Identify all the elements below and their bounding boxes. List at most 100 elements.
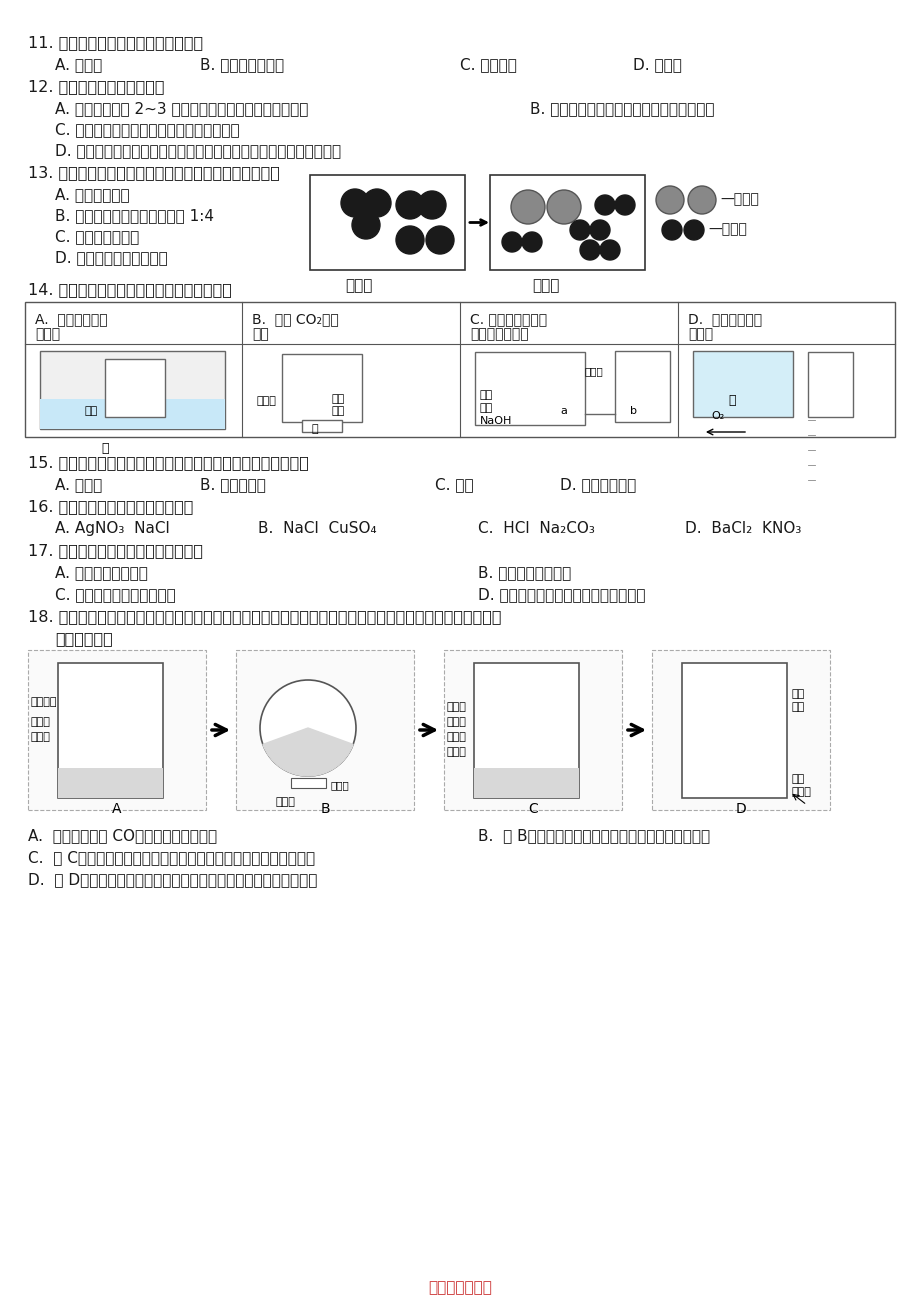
Text: 于水: 于水 — [252, 327, 268, 341]
Circle shape — [595, 195, 614, 215]
Text: B.  NaCl  CuSO₄: B. NaCl CuSO₄ — [257, 521, 376, 536]
Text: O₂: O₂ — [710, 411, 723, 421]
Circle shape — [687, 186, 715, 214]
Text: 澄清的: 澄清的 — [31, 717, 51, 727]
Circle shape — [363, 189, 391, 217]
Text: D.  测量收集的氧: D. 测量收集的氧 — [687, 312, 761, 326]
Circle shape — [395, 191, 424, 219]
Text: B.  验证 CO₂能溶: B. 验证 CO₂能溶 — [252, 312, 338, 326]
Text: a: a — [560, 406, 566, 417]
Text: A. AgNO₃  NaCl: A. AgNO₃ NaCl — [55, 521, 170, 536]
Text: 石灰水: 石灰水 — [31, 732, 51, 742]
Text: 请预览后下载！: 请预览后下载！ — [427, 1280, 492, 1295]
Text: 剩余: 剩余 — [791, 702, 804, 712]
Circle shape — [662, 220, 681, 240]
Circle shape — [417, 191, 446, 219]
Text: 12. 实验现象的描述正确的是: 12. 实验现象的描述正确的是 — [28, 79, 165, 94]
Text: B. 红热的铁丝在空气中剧烈燃烧，火星四射: B. 红热的铁丝在空气中剧烈燃烧，火星四射 — [529, 102, 714, 116]
Text: D.  BaCl₂  KNO₃: D. BaCl₂ KNO₃ — [685, 521, 800, 536]
Text: D. 与碳酸钠反应作泡抹灭火器的反应物: D. 与碳酸钠反应作泡抹灭火器的反应物 — [478, 587, 645, 602]
Text: 17. 盐酸的用途不能用稀硫酸代替的是: 17. 盐酸的用途不能用稀硫酸代替的是 — [28, 543, 203, 559]
Bar — [58, 663, 163, 798]
Text: 灼热的: 灼热的 — [447, 717, 466, 727]
Circle shape — [589, 220, 609, 240]
Text: B. 化学反应的快慢: B. 化学反应的快慢 — [199, 57, 284, 72]
Text: A. 与锌粒反应制氢气: A. 与锌粒反应制氢气 — [55, 565, 148, 579]
Text: C. 验证氢氧化钠固: C. 验证氢氧化钠固 — [470, 312, 547, 326]
Circle shape — [502, 232, 521, 253]
Bar — [490, 174, 644, 270]
Bar — [236, 650, 414, 810]
Bar — [28, 650, 206, 810]
Text: 一氧化碳: 一氧化碳 — [31, 697, 58, 707]
Text: C. 打开浓盐酸瓶盖，瓶口出现大量白色烟雾: C. 打开浓盐酸瓶盖，瓶口出现大量白色烟雾 — [55, 122, 239, 137]
Text: 气体: 气体 — [791, 689, 804, 699]
Text: A. 生成物: A. 生成物 — [55, 57, 102, 72]
Bar — [282, 354, 361, 422]
Text: 与水: 与水 — [480, 391, 493, 400]
Text: 水: 水 — [312, 424, 318, 434]
Bar — [25, 302, 894, 437]
Text: C.  图 C实验一段时间后振荡，只能观察到澄清石灰水变浑浊的现象: C. 图 C实验一段时间后振荡，只能观察到澄清石灰水变浑浊的现象 — [28, 850, 315, 865]
Text: B. 生成的甲、乙分子个数比是 1:4: B. 生成的甲、乙分子个数比是 1:4 — [55, 208, 214, 223]
Bar — [473, 663, 578, 798]
Circle shape — [260, 680, 356, 776]
Text: NaOH: NaOH — [480, 417, 512, 426]
Text: C. 与石灰石反应制二氧化碳: C. 与石灰石反应制二氧化碳 — [55, 587, 176, 602]
Bar — [444, 650, 621, 810]
Text: A: A — [112, 802, 121, 816]
Wedge shape — [263, 728, 353, 776]
Circle shape — [510, 190, 544, 224]
Text: 18. 集气瓶中盛有少量澄清石灰水和一氧化碳，当插入灼热的薄铜片，一会后再用燃着的木条检验剩余气体，: 18. 集气瓶中盛有少量澄清石灰水和一氧化碳，当插入灼热的薄铜片，一会后再用燃着… — [28, 609, 501, 624]
Bar — [473, 768, 578, 798]
Circle shape — [579, 240, 599, 260]
Bar — [40, 352, 225, 428]
Text: C.  HCl  Na₂CO₃: C. HCl Na₂CO₃ — [478, 521, 595, 536]
Bar — [58, 768, 163, 798]
Text: 体溶于水时放热: 体溶于水时放热 — [470, 327, 528, 341]
Text: B. 消除金属表面的锈: B. 消除金属表面的锈 — [478, 565, 571, 579]
Text: 11. 根据化学方程式不能获得的信息是: 11. 根据化学方程式不能获得的信息是 — [28, 35, 203, 49]
Bar — [105, 359, 165, 417]
Bar — [681, 663, 786, 798]
Text: —乙分子: —乙分子 — [708, 223, 746, 236]
Text: D. 硫在氧气中燃烧，发出明亮蓝紫色火焰，并产生刺激性气味的气体: D. 硫在氧气中燃烧，发出明亮蓝紫色火焰，并产生刺激性气味的气体 — [55, 143, 341, 158]
Text: 15. 能将氯化钠、碳酸钠、氢氧化钡三种溶液鉴别出来的试剂是: 15. 能将氯化钠、碳酸钠、氢氧化钡三种溶液鉴别出来的试剂是 — [28, 454, 309, 470]
Text: b: b — [630, 406, 636, 417]
Bar — [652, 650, 829, 810]
Text: 气含量: 气含量 — [35, 327, 60, 341]
Circle shape — [655, 186, 683, 214]
Circle shape — [521, 232, 541, 253]
Text: A. 向硫酸中滴加 2~3 滴紫色石蕊试液，硫酸溶液变红色: A. 向硫酸中滴加 2~3 滴紫色石蕊试液，硫酸溶液变红色 — [55, 102, 308, 116]
Text: 水: 水 — [101, 443, 108, 456]
Text: A.  测定空气中氧: A. 测定空气中氧 — [35, 312, 108, 326]
Text: 16. 能大量共存，且溶液为无色的是: 16. 能大量共存，且溶液为无色的是 — [28, 499, 193, 514]
Text: A. 稀硫酸: A. 稀硫酸 — [55, 477, 102, 492]
Bar — [290, 779, 325, 788]
Text: 14. 利用气体压强变化无法达到实验目的的是: 14. 利用气体压强变化无法达到实验目的的是 — [28, 283, 232, 297]
Text: A. 属于分解反应: A. 属于分解反应 — [55, 187, 130, 202]
Text: D. 反应物: D. 反应物 — [632, 57, 681, 72]
Text: 木条: 木条 — [791, 773, 804, 784]
Text: 塑料瓶: 塑料瓶 — [256, 396, 277, 406]
Text: 红墨水: 红墨水 — [584, 366, 603, 376]
Text: 水: 水 — [727, 395, 734, 408]
Text: 薄铜片: 薄铜片 — [447, 702, 466, 712]
Text: C. 铁片: C. 铁片 — [435, 477, 473, 492]
Bar — [474, 352, 584, 424]
Text: D: D — [735, 802, 745, 816]
Text: B: B — [320, 802, 329, 816]
Text: A.  该实验可验证 CO具有可燃性和还原性: A. 该实验可验证 CO具有可燃性和还原性 — [28, 828, 217, 842]
Text: 石灰水: 石灰水 — [447, 747, 466, 756]
Text: D.  图 D用燃着的木条点燃瓶中的剩余气体，瓶口可能出现蓝色火焰: D. 图 D用燃着的木条点燃瓶中的剩余气体，瓶口可能出现蓝色火焰 — [28, 872, 317, 887]
Circle shape — [599, 240, 619, 260]
Text: D. 反应前后原子个数不变: D. 反应前后原子个数不变 — [55, 250, 167, 266]
Text: 红磷: 红磷 — [85, 406, 98, 417]
Text: 二氧
化碳: 二氧 化碳 — [332, 395, 345, 417]
Bar — [40, 398, 225, 428]
Text: —甲分子: —甲分子 — [720, 191, 758, 206]
Text: C. 生成物都是单质: C. 生成物都是单质 — [55, 229, 139, 243]
Circle shape — [341, 189, 369, 217]
Text: C: C — [528, 802, 538, 816]
Text: 13. 如图是某化学反应前后的微观示意图，说法错误的是: 13. 如图是某化学反应前后的微观示意图，说法错误的是 — [28, 165, 279, 180]
